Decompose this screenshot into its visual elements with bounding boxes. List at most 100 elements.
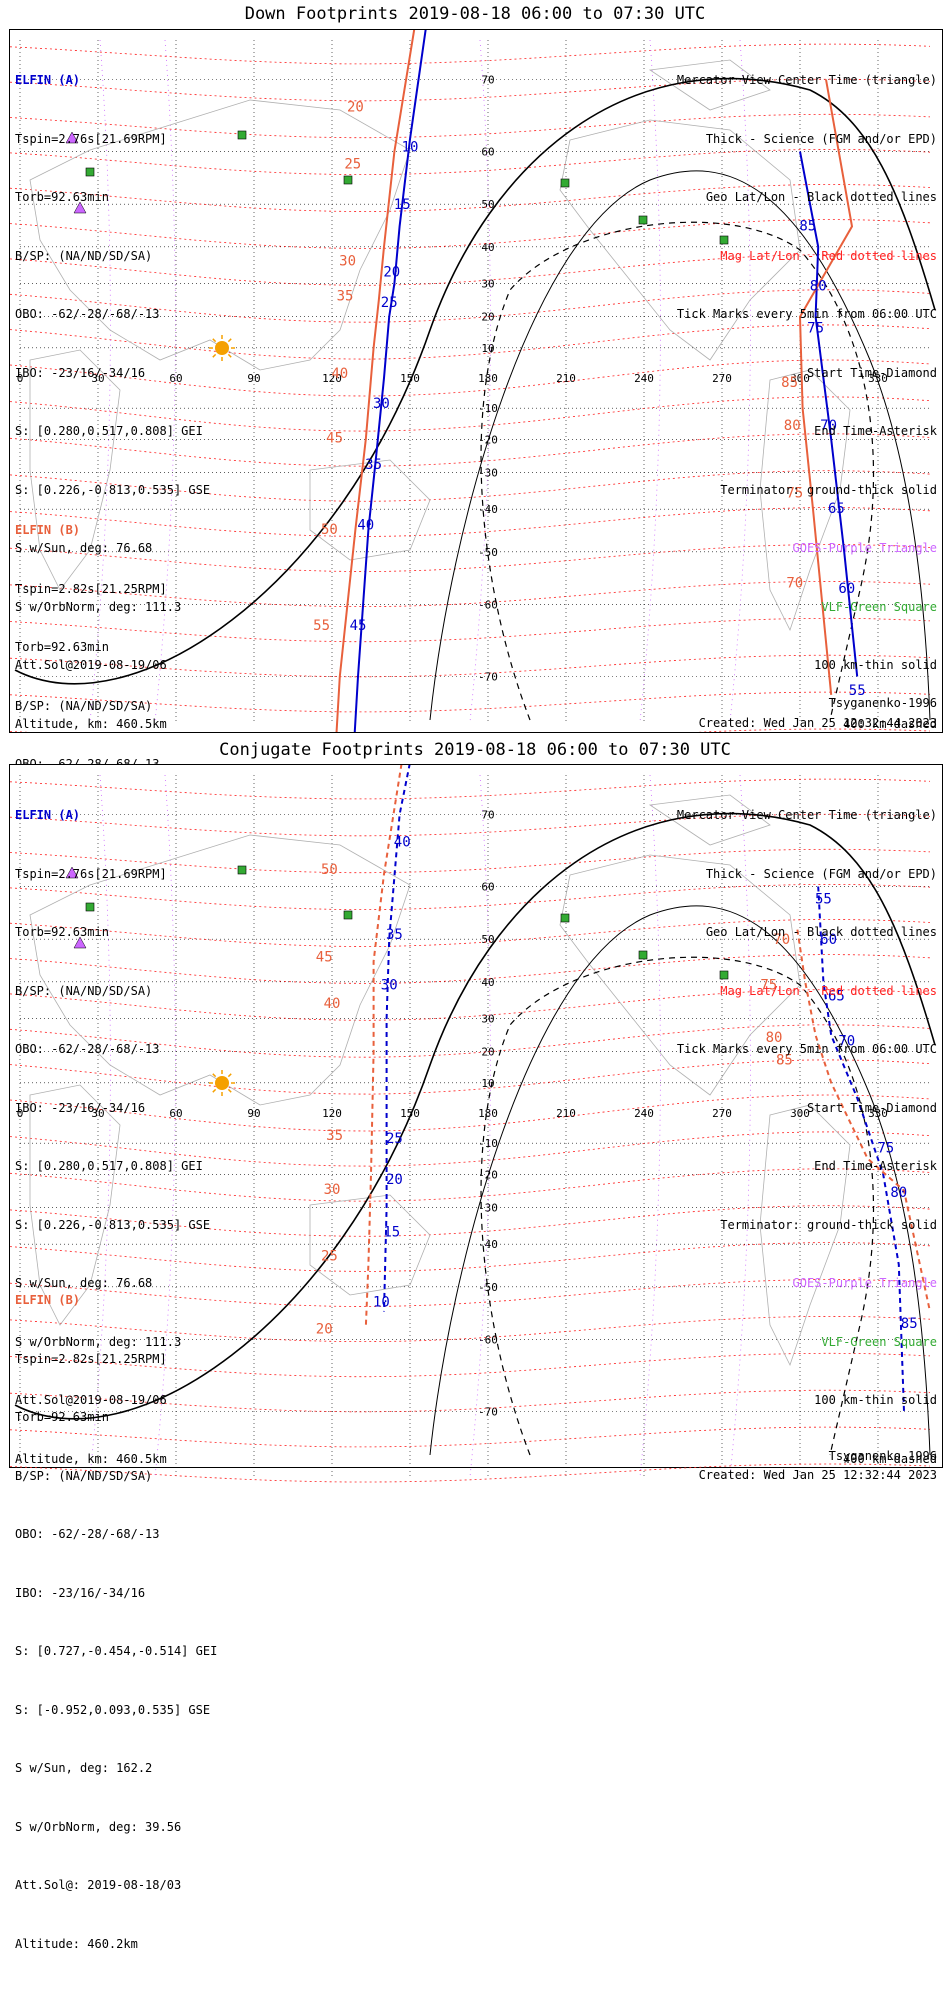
elfin-a-attsol: Att.Sol@2019-08-19/06 (15, 1393, 167, 1407)
mag-lat-line (10, 1094, 931, 1132)
elfin-a-attsol: Att.Sol@2019-08-19/06 (15, 658, 167, 672)
coastline (29, 349, 121, 591)
legend-start: Start Time-Diamond (806, 365, 937, 380)
lon-tick-label: 120 (322, 372, 342, 385)
legend-view: Mercator View Center Time (triangle) (676, 808, 937, 822)
mag-lat-line (10, 883, 931, 910)
lat-tick-label: 20 (481, 311, 494, 324)
vlf-square (719, 235, 729, 245)
elfin-a-time-label: 60 (820, 932, 837, 948)
elfin-b-time-label: 45 (316, 949, 333, 965)
lon-tick-label: 0 (17, 1107, 24, 1120)
mag-lat-line (10, 1352, 931, 1378)
elfin-b-track-2 (798, 79, 854, 695)
mag-lat-line (10, 1205, 931, 1237)
lon-tick-label: 180 (478, 372, 498, 385)
mag-lat-line (10, 1279, 931, 1307)
elfin-b-time-label: 85 (776, 1052, 793, 1068)
elfin-a-time-label: 15 (394, 197, 411, 213)
lon-tick-label: 150 (400, 372, 420, 385)
mag-lon-line (639, 774, 661, 1478)
elfin-b-track-2 (796, 929, 931, 1312)
elfin-b-info: ELFIN (B) Tspin=2.82s[21.25RPM] Torb=92.… (15, 1252, 217, 1993)
elfin-a-time-label: 75 (807, 320, 824, 336)
elfin-b-time-label: 85 (781, 375, 798, 391)
goes-triangle (73, 936, 87, 949)
elfin-a-time-label: 20 (386, 1172, 403, 1188)
elfin-a-s-gse: S: [0.226,-0.813,0.535] GSE (15, 1217, 211, 1232)
elfin-b-time-label: 70 (773, 932, 790, 948)
elfin-a-ibo: IBO: -23/16/-34/16 (15, 365, 146, 380)
elfin-a-time-label: 80 (890, 1185, 907, 1201)
lon-tick-label: 330 (868, 1107, 888, 1120)
elfin-b-time-label: 80 (766, 1030, 783, 1046)
model-label: Tsyganenko-1996 (828, 1449, 937, 1463)
elfin-b-torb: Torb=92.63min (15, 1410, 109, 1424)
lon-tick-label: 30 (91, 1107, 104, 1120)
elfin-a-bsp: B/SP: (NA/ND/SD/SA) (15, 248, 153, 263)
elfin-a-title: ELFIN (A) (15, 73, 81, 87)
elfin-b-time-label: 75 (786, 486, 803, 502)
lon-tick-label: 210 (556, 1107, 576, 1120)
elfin-b-s-orbnorm: S w/OrbNorm, deg: 39.56 (15, 1819, 182, 1834)
elfin-b-altitude: Altitude: 460.2km (15, 1936, 138, 1951)
lat-tick-label: -40 (478, 1238, 498, 1251)
legend-terminator: Terminator: ground-thick solid (720, 482, 937, 497)
elfin-a-time-label: 15 (383, 1224, 400, 1240)
legend-geo: Geo Lat/Lon - Black dotted lines (705, 190, 937, 204)
elfin-a-track-2 (817, 886, 905, 1412)
elfin-a-track (383, 765, 411, 1312)
sun-ray (227, 1088, 232, 1093)
terminator-100km (429, 905, 931, 1456)
sun-ray (227, 338, 232, 343)
mag-lat-line (10, 1168, 931, 1202)
legend-400km: 400 km-dashed (843, 716, 937, 731)
legend-mag: Mag Lat/Lon - Red dotted lines (720, 248, 937, 263)
elfin-b-title: ELFIN (B) (15, 1293, 81, 1307)
elfin-a-time-label: 45 (350, 618, 367, 634)
mag-lon-line (89, 39, 111, 723)
elfin-a-time-label: 85 (901, 1316, 918, 1332)
lat-tick-label: 20 (481, 1046, 494, 1059)
lon-tick-label: 270 (712, 372, 732, 385)
elfin-a-s-gse: S: [0.226,-0.813,0.535] GSE (15, 482, 211, 497)
lon-tick-label: 270 (712, 1107, 732, 1120)
created-label: Created: Wed Jan 25 12:32:44 2023 (698, 716, 937, 730)
elfin-a-time-label: 25 (386, 1131, 403, 1147)
panel-title-down: Down Footprints 2019-08-18 06:00 to 07:3… (244, 4, 706, 24)
sun-icon (215, 1076, 229, 1090)
elfin-a-title: ELFIN (A) (15, 808, 81, 822)
elfin-a-time-label: 85 (799, 219, 816, 235)
mag-lat-line (10, 1024, 931, 1058)
legend-start: Start Time-Diamond (806, 1100, 937, 1115)
vlf-square (719, 970, 729, 980)
elfin-a-time-label: 75 (877, 1140, 894, 1156)
mag-lat-line (10, 1463, 931, 1483)
elfin-a-time-label: 30 (381, 978, 398, 994)
coastline (559, 119, 801, 361)
lon-tick-label: 60 (169, 1107, 182, 1120)
elfin-a-time-label: 25 (381, 295, 398, 311)
mag-lat-line (10, 1242, 931, 1272)
elfin-a-time-label: 35 (386, 927, 403, 943)
elfin-a-s-orbnorm: S w/OrbNorm, deg: 111.3 (15, 1334, 182, 1349)
terminator-400km (480, 221, 875, 721)
coastline (29, 834, 411, 1106)
elfin-b-time-label: 40 (324, 996, 341, 1012)
elfin-b-s-gse: S: [-0.952,0.093,0.535] GSE (15, 1702, 211, 1717)
legend-goes: GOES-Purple Triangle (792, 541, 938, 555)
goes-triangle (73, 201, 87, 214)
mag-lat-line (10, 78, 931, 102)
vlf-square (560, 178, 570, 188)
sun-ray (212, 1088, 217, 1093)
mag-lat-line (10, 184, 931, 212)
mag-lat-line (10, 148, 931, 175)
lon-tick-label: 60 (169, 372, 182, 385)
elfin-b-torb: Torb=92.63min (15, 640, 109, 654)
mag-lat-line (10, 1426, 931, 1448)
elfin-b-tspin: Tspin=2.82s[21.25RPM] (15, 1351, 167, 1366)
elfin-b-title: ELFIN (B) (15, 523, 81, 537)
map-panel-down: 70 60 50 40 30 20 10 -10 -20 -30 -40 -50 -60 -70 0 30 60… (9, 29, 943, 1181)
